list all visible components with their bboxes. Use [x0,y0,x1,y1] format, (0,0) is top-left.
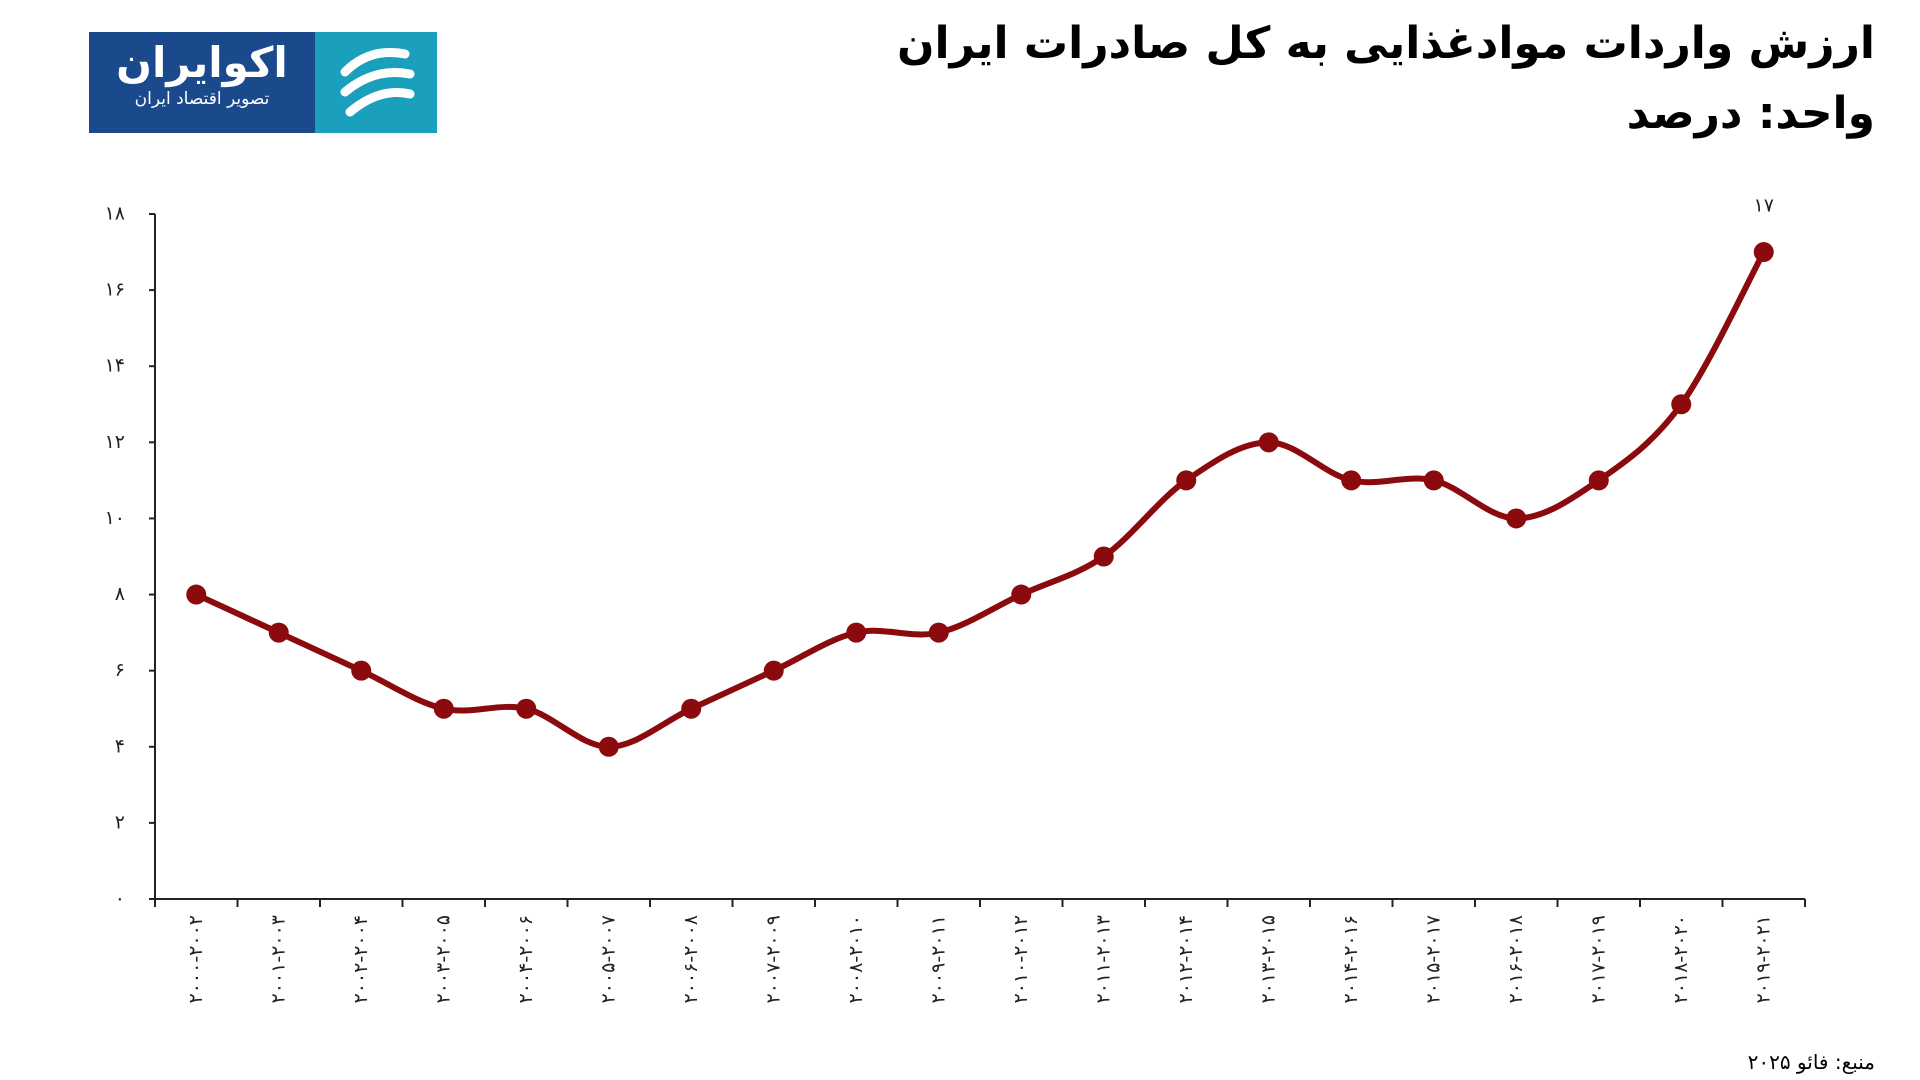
point [1258,432,1279,453]
x-tick-label: ۲۰۰۸-۲۰۱۰ [845,915,867,1004]
point [681,698,702,719]
x-tick-label: ۲۰۰۲-۲۰۰۴ [350,915,372,1004]
y-tick-label: ۱۸ [105,203,125,225]
chart-title: ارزش واردات موادغذایی به کل صادرات ایران [896,18,1875,69]
x-tick-label: ۲۰۱۷-۲۰۱۹ [1587,915,1609,1004]
point [846,622,867,643]
point [598,736,619,757]
x-tick-label: ۲۰۱۵-۲۰۱۷ [1422,915,1444,1004]
point [1753,242,1774,263]
x-tick-label: ۲۰۱۴-۲۰۱۶ [1340,915,1362,1004]
point [1671,394,1692,415]
point [433,698,454,719]
x-tick-label: ۲۰۱۶-۲۰۱۸ [1505,915,1527,1004]
x-tick-label: ۲۰۱۲-۲۰۱۴ [1175,915,1197,1004]
y-tick-label: ۱۴ [105,355,125,377]
x-tick-label: ۲۰۰۱-۲۰۰۳ [267,915,289,1004]
point [1341,470,1362,491]
point [186,584,207,605]
y-tick-label: ۶ [115,659,125,681]
x-tick-label: ۲۰۰۶-۲۰۰۸ [680,915,702,1004]
point [268,622,289,643]
logo: اکوایران تصویر اقتصاد ایران [89,32,437,133]
chart-subtitle: واحد: درصد [1626,88,1875,139]
point [1093,546,1114,567]
point [763,660,784,681]
point [1176,470,1197,491]
logo-text: اکوایران تصویر اقتصاد ایران [89,32,315,133]
x-tick-label: ۲۰۰۹-۲۰۱۱ [927,915,949,1004]
y-tick-label: ۰ [115,888,125,910]
x-tick-label: ۲۰۱۱-۲۰۱۳ [1092,915,1114,1004]
x-tick-label: ۲۰۰۷-۲۰۰۹ [762,915,784,1004]
point [1588,470,1609,491]
y-tick-label: ۴ [115,735,125,757]
x-tick-label: ۲۰۱۰-۲۰۱۲ [1010,915,1032,1004]
x-tick-label: ۲۰۰۵-۲۰۰۷ [597,915,619,1004]
x-tick-label: ۲۰۱۳-۲۰۱۵ [1257,915,1279,1004]
logo-icon [315,32,437,133]
chart: ۰ ۲ ۴ ۶ ۸ ۱۰ ۱۲ ۱۴ ۱۶ ۱۸ ۲۰۰۰-۲۰۰۲ ۲۰۰۱-۲۰۰۳ ۲۰۰۲-۲۰… [105,195,1806,1004]
point [351,660,372,681]
value-label: ۱۷ [1754,195,1774,217]
y-tick-label: ۸ [115,583,125,605]
point [928,622,949,643]
logo-tagline: تصویر اقتصاد ایران [134,89,270,109]
x-tick-label: ۲۰۱۸-۲۰۲۰ [1670,915,1692,1004]
x-tick-label: ۲۰۰۰-۲۰۰۲ [185,915,207,1004]
logo-icon-graphic [340,47,415,117]
y-tick-label: ۱۲ [105,431,125,453]
y-tick-label: ۱۶ [105,279,125,301]
point [1011,584,1032,605]
x-tick-label: ۲۰۰۴-۲۰۰۶ [515,915,537,1004]
logo-name: اکوایران [116,38,288,87]
point [516,698,537,719]
y-tick-label: ۱۰ [105,507,125,529]
x-tick-label: ۲۰۱۹-۲۰۲۱ [1752,915,1774,1004]
x-tick-label: ۲۰۰۳-۲۰۰۵ [432,915,454,1004]
point [1506,508,1527,529]
point [1423,470,1444,491]
source-note: منبع: فائو ۲۰۲۵ [1747,1050,1875,1074]
line [194,250,1767,750]
y-tick-label: ۲ [115,811,125,833]
